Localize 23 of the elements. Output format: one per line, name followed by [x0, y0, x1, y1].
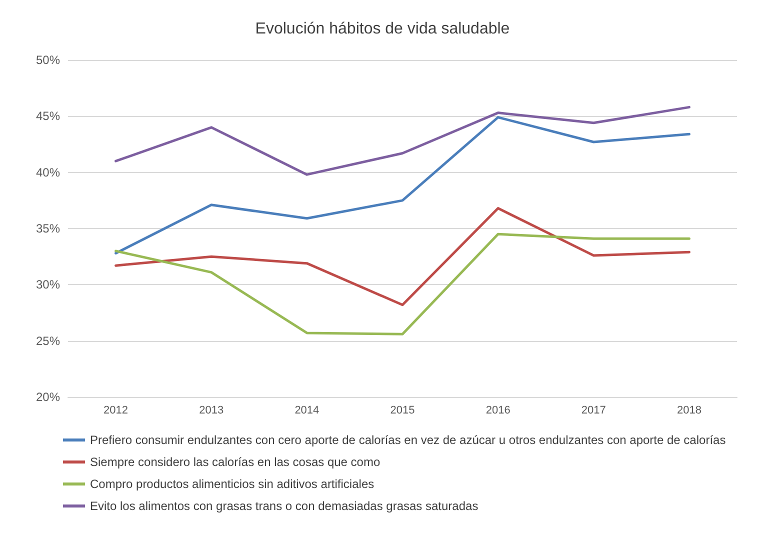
line-series — [114, 116, 690, 254]
x-tick-label: 2017 — [581, 404, 606, 416]
y-tick-label: 30% — [36, 278, 60, 292]
legend-label: Compro productos alimenticios sin aditivos artificiales — [90, 477, 374, 491]
x-tick-label: 2016 — [486, 404, 510, 416]
chart-title: Evolución hábitos de vida saludable — [255, 20, 510, 38]
y-tick-label: 50% — [36, 53, 60, 67]
y-tick-label: 20% — [36, 390, 60, 404]
y-tick-label: 35% — [36, 222, 60, 236]
line-series — [114, 106, 690, 176]
legend-label: Prefiero consumir endulzantes con cero aporte de calorías en vez de azúcar u otros endulzantes con aporte de calorías — [90, 433, 726, 447]
y-tick-label: 45% — [36, 109, 60, 124]
x-tick-label: 2014 — [294, 404, 320, 416]
y-tick-label: 25% — [36, 334, 60, 348]
legend-label: Siempre considero las calorías en las cosas que como — [90, 455, 380, 469]
y-tick-label: 40% — [36, 165, 60, 180]
x-tick-label: 2012 — [104, 404, 128, 416]
line-series — [114, 207, 690, 306]
legend-label: Evito los alimentos con grasas trans o con demasiadas grasas saturadas — [90, 499, 478, 513]
x-tick-label: 2018 — [676, 404, 702, 416]
line-series — [114, 232, 690, 336]
x-tick-label: 2013 — [199, 404, 224, 416]
x-tick-label: 2015 — [390, 404, 415, 416]
